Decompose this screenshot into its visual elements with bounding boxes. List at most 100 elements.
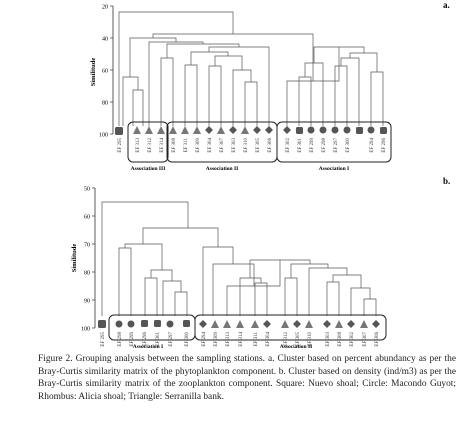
leaf-label: EF 300 xyxy=(346,138,351,153)
triangle-marker xyxy=(157,126,165,134)
rhombus-marker xyxy=(323,320,331,328)
triangle-marker xyxy=(251,320,259,328)
panel-a-y-ticks: 20 40 60 80 100 xyxy=(99,5,113,139)
leaf-label: EF 305 xyxy=(256,138,261,153)
leaf-label: EF 303 xyxy=(232,138,237,153)
leaf-label: EF 312 xyxy=(284,332,289,347)
leaf-label: EF 314 xyxy=(239,332,244,347)
panel-b-dendrogram xyxy=(101,201,377,316)
association-label: Association I xyxy=(319,166,349,172)
triangle-marker xyxy=(281,320,289,328)
panel-b-y-axis-title: Similitude xyxy=(71,244,78,273)
leaf-label: EF 294 xyxy=(370,138,375,153)
leaf-label: EF 299 xyxy=(310,138,315,153)
panel-a-dendrogram xyxy=(118,11,384,126)
leaf-label: EF 310 xyxy=(308,332,313,347)
leaf-label: EF 307 xyxy=(220,138,225,153)
y-tick-label: 80 xyxy=(84,271,90,277)
association-box xyxy=(276,121,392,163)
panel-a-leaf-markers xyxy=(115,126,387,135)
leaf-label: EF 305 xyxy=(296,332,301,347)
square-marker xyxy=(98,320,106,328)
y-tick-label: 40 xyxy=(102,37,108,43)
triangle-marker xyxy=(241,126,249,134)
panel-a-leaf-labels: EF 295 EF 313 EF 312 EF 314 EF 308 EF 31… xyxy=(118,138,387,153)
y-tick-label: 90 xyxy=(84,299,90,305)
y-tick-label: 70 xyxy=(84,243,90,249)
rhombus-marker xyxy=(283,126,291,134)
circle-marker xyxy=(127,320,135,328)
leaf-label: EF 312 xyxy=(148,138,153,153)
leaf-label: EF 296 xyxy=(382,138,387,153)
circle-marker xyxy=(331,126,339,134)
rhombus-marker xyxy=(265,126,273,134)
figure: a. 20 40 60 80 100 Similitude xyxy=(71,0,450,350)
panel-a-association-boxes xyxy=(127,121,392,163)
panel-a-association-labels: Association III Association II Associati… xyxy=(131,166,350,172)
panel-b-leaf-markers xyxy=(98,320,380,328)
leaf-label: EF 306 xyxy=(375,332,380,347)
y-tick-label: 100 xyxy=(81,327,90,333)
triangle-marker xyxy=(181,126,189,134)
circle-marker xyxy=(115,320,123,328)
figure-caption: Figure 2. Grouping analysis between the … xyxy=(38,354,456,402)
leaf-label: EF 298 xyxy=(118,332,123,347)
y-tick-label: 60 xyxy=(84,215,90,221)
square-marker xyxy=(380,127,387,134)
association-label: Association I xyxy=(133,344,163,350)
leaf-label: EF 296 xyxy=(143,332,148,347)
figure-canvas: a. 20 40 60 80 100 Similitude xyxy=(71,0,450,350)
leaf-label: EF 297 xyxy=(334,138,339,153)
leaf-label: EF 295 xyxy=(101,332,106,347)
circle-marker xyxy=(319,126,327,134)
rhombus-marker xyxy=(347,320,355,328)
leaf-label: EF 303 xyxy=(326,332,331,347)
leaf-label: EF 311 xyxy=(184,138,189,153)
leaf-label: EF 294 xyxy=(202,332,207,347)
leaf-label: EF 299 xyxy=(130,332,135,347)
rhombus-marker xyxy=(372,320,380,328)
triangle-marker xyxy=(193,126,201,134)
square-marker xyxy=(296,127,303,134)
panel-b-leaf-labels: EF 295 EF 298 EF 299 EF 296 EF 301 EF 29… xyxy=(101,332,380,347)
panel-a-y-axis-title: Similitude xyxy=(90,58,97,87)
panel-b-y-ticks: 50 60 70 80 90 100 xyxy=(81,187,95,333)
leaf-label: EF 297 xyxy=(169,332,174,347)
association-label: Association III xyxy=(131,166,166,172)
triangle-marker xyxy=(211,320,219,328)
panel-a-label: a. xyxy=(443,0,450,10)
leaf-label: EF 304 xyxy=(208,138,213,153)
panel-b-association-boxes xyxy=(108,314,387,341)
triangle-marker xyxy=(133,126,141,134)
y-tick-label: 50 xyxy=(84,187,90,193)
association-box xyxy=(194,314,387,341)
leaf-label: EF 311 xyxy=(254,332,259,347)
leaf-label: EF 298 xyxy=(322,138,327,153)
leaf-label: EF 314 xyxy=(160,138,165,153)
leaf-label: EF 302 xyxy=(350,332,355,347)
square-marker xyxy=(356,127,363,134)
y-tick-label: 60 xyxy=(102,69,108,75)
triangle-marker xyxy=(169,126,177,134)
association-box xyxy=(127,121,169,163)
rhombus-marker xyxy=(205,126,213,134)
circle-marker xyxy=(367,126,375,134)
rhombus-marker xyxy=(263,320,271,328)
square-marker xyxy=(115,127,123,135)
rhombus-marker xyxy=(229,126,237,134)
circle-marker xyxy=(166,320,174,328)
leaf-label: EF 310 xyxy=(244,138,249,153)
leaf-label: EF 304 xyxy=(266,332,271,347)
association-label: Association II xyxy=(280,344,313,350)
association-label: Association II xyxy=(206,166,239,172)
triangle-marker xyxy=(335,320,343,328)
rhombus-marker xyxy=(293,320,301,328)
panel-a: a. 20 40 60 80 100 Similitude xyxy=(90,0,450,172)
triangle-marker xyxy=(145,126,153,134)
square-marker xyxy=(141,320,148,327)
triangle-marker xyxy=(360,320,368,328)
y-tick-label: 80 xyxy=(102,101,108,107)
leaf-label: EF 309 xyxy=(196,138,201,153)
square-marker xyxy=(183,320,190,327)
leaf-label: EF 300 xyxy=(185,332,190,347)
